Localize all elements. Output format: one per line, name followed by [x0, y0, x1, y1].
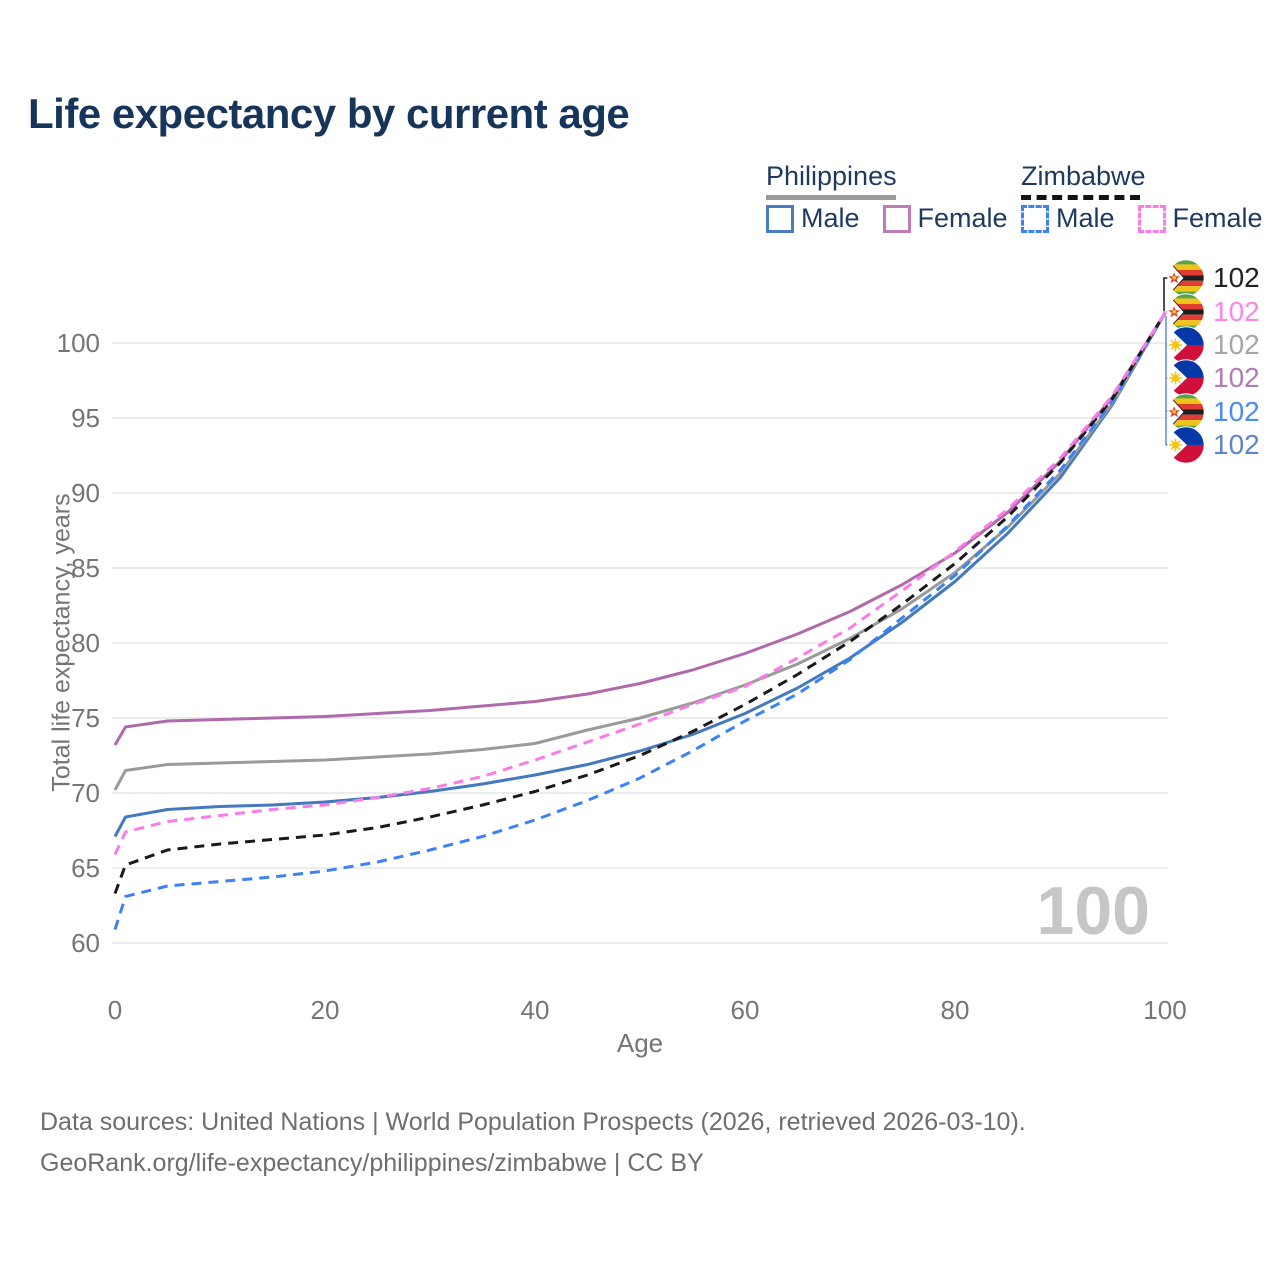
end-label-zimbabwe-male: 102: [1167, 393, 1260, 431]
y-axis-title: Total life expectancy, years: [47, 493, 76, 792]
end-label-zimbabwe: 102: [1167, 259, 1260, 297]
x-tick-80: 80: [940, 995, 970, 1025]
philippines-flag-icon: [1167, 359, 1205, 397]
legend-item-philippines-female[interactable]: Female: [917, 203, 1008, 233]
x-tick-0: 0: [107, 995, 123, 1025]
page-title: Life expectancy by current age: [28, 90, 630, 137]
legend-item-philippines-male[interactable]: Male: [801, 203, 860, 233]
y-tick-60: 60: [71, 928, 100, 958]
y-tick-95: 95: [71, 403, 100, 433]
x-axis-title: Age: [616, 1028, 664, 1058]
data-sources-text: Data sources: United Nations | World Pop…: [40, 1108, 1026, 1136]
philippines-flag-icon: [1167, 426, 1205, 464]
x-tick-20: 20: [310, 995, 340, 1025]
current-age-watermark: 100: [1036, 873, 1150, 949]
series-line-zimbabwe-female: [113, 312, 1167, 856]
attribution-url-text: GeoRank.org/life-expectancy/philippines/…: [40, 1149, 704, 1177]
x-tick-60: 60: [730, 995, 760, 1025]
series-line-philippines-female: [113, 312, 1167, 746]
x-tick-100: 100: [1143, 995, 1187, 1025]
end-value: 102: [1213, 296, 1260, 327]
y-tick-85: 85: [71, 553, 100, 583]
zimbabwe-female-swatch-icon[interactable]: [1137, 204, 1166, 233]
y-tick-65: 65: [71, 853, 100, 883]
end-label-philippines: 102: [1167, 326, 1260, 364]
y-tick-90: 90: [71, 478, 100, 508]
legend-group-zimbabwe[interactable]: Zimbabwe: [1021, 161, 1146, 200]
y-tick-80: 80: [71, 628, 100, 658]
end-value: 102: [1213, 362, 1260, 393]
end-value: 102: [1213, 262, 1260, 293]
philippines-male-swatch-icon[interactable]: [766, 204, 794, 233]
end-label-philippines-male: 102: [1167, 426, 1260, 464]
zimbabwe-male-swatch-icon[interactable]: [1021, 204, 1049, 233]
end-label-zimbabwe-female: 102: [1167, 293, 1260, 331]
end-label-philippines-female: 102: [1167, 359, 1260, 397]
end-value: 102: [1213, 396, 1260, 427]
series-line-zimbabwe: [113, 312, 1167, 895]
end-value: 102: [1213, 429, 1260, 460]
philippines-female-swatch-icon[interactable]: [882, 204, 911, 233]
y-tick-75: 75: [71, 703, 100, 733]
series-line-philippines-male: [113, 312, 1167, 838]
series-line-zimbabwe-male: [113, 312, 1167, 930]
y-tick-70: 70: [71, 778, 100, 808]
legend-row-philippines: Male Female: [766, 203, 1008, 234]
legend-item-zimbabwe-female[interactable]: Female: [1172, 203, 1263, 233]
legend-group-philippines[interactable]: Philippines: [766, 161, 897, 200]
legend-row-zimbabwe: Male Female: [1021, 203, 1263, 234]
zimbabwe-flag-icon: [1167, 259, 1205, 297]
x-tick-40: 40: [520, 995, 550, 1025]
y-tick-100: 100: [56, 328, 100, 358]
legend-item-zimbabwe-male[interactable]: Male: [1056, 203, 1115, 233]
end-value: 102: [1213, 329, 1260, 360]
